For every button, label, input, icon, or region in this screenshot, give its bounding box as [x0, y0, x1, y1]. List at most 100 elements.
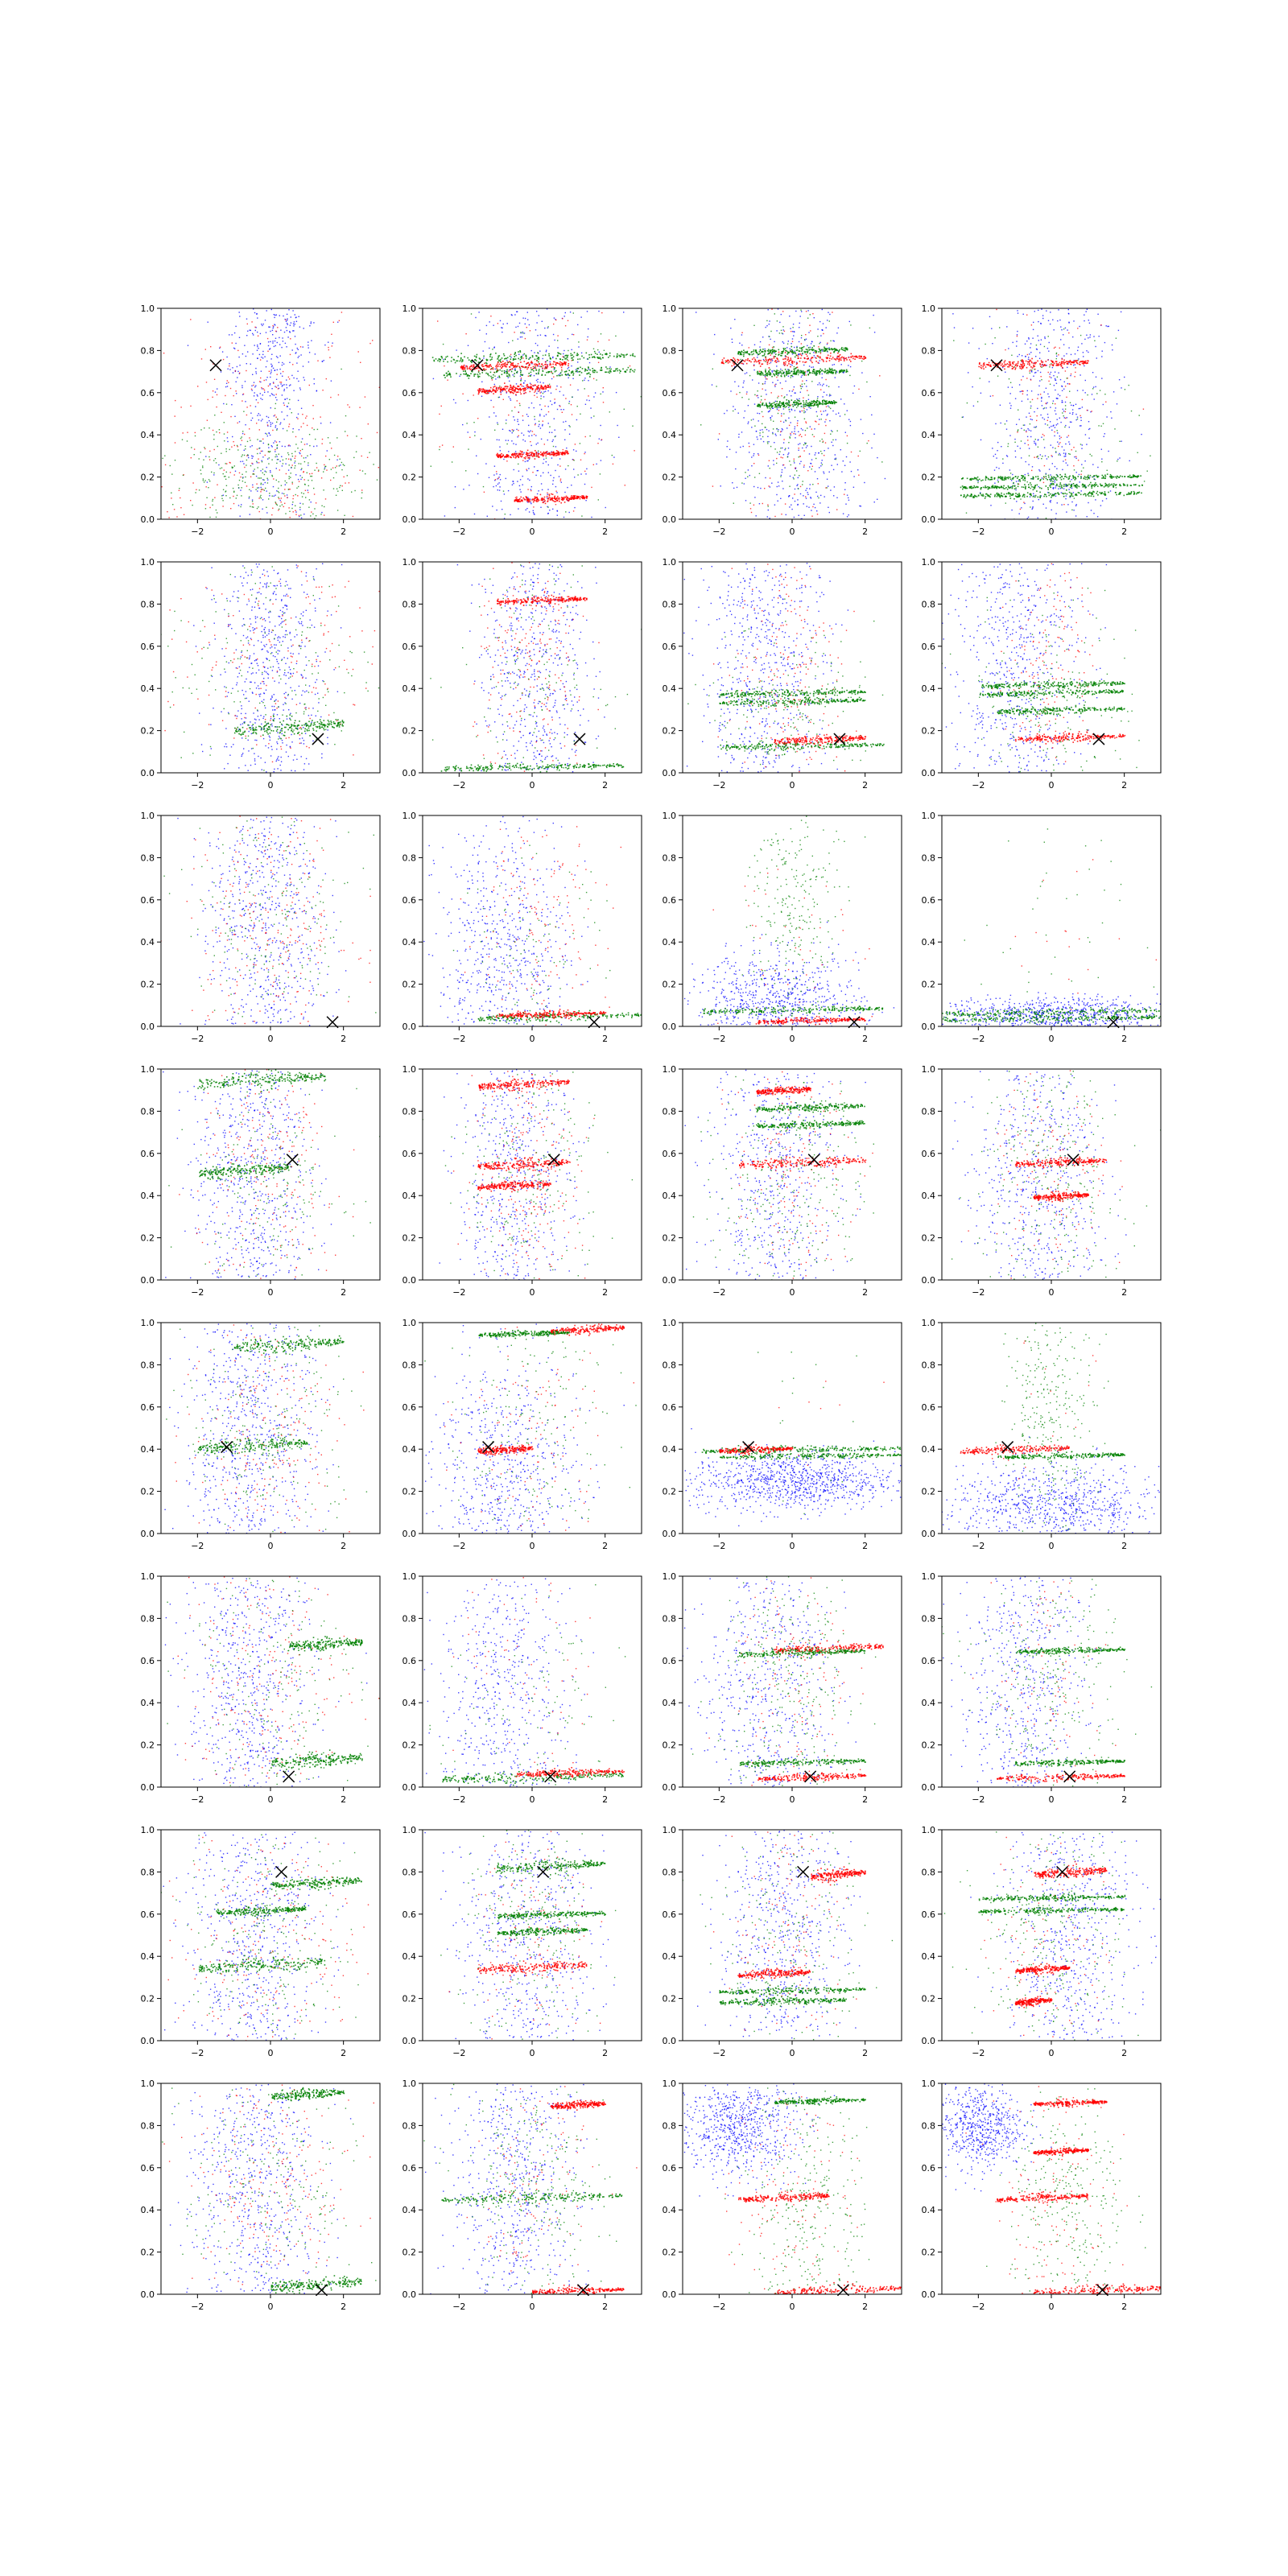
red-point — [268, 370, 270, 372]
green-stripe-point — [500, 358, 502, 361]
blue-point — [530, 489, 532, 490]
red-point — [338, 320, 341, 321]
blue-point — [731, 338, 733, 341]
green-stripe-point — [588, 354, 590, 356]
red-stripe-point — [799, 361, 801, 362]
red-point — [815, 421, 817, 423]
blue-point — [828, 347, 830, 349]
red-point — [249, 437, 250, 439]
red-point — [302, 414, 303, 415]
green-point — [417, 422, 418, 423]
red-stripe-point — [519, 501, 522, 502]
red-stripe-point — [503, 388, 506, 390]
green-stripe-point — [797, 399, 799, 401]
blue-point — [264, 391, 266, 393]
blue-point — [864, 481, 865, 484]
green-stripe-point — [493, 371, 496, 374]
blue-point — [572, 459, 574, 460]
green-stripe-point — [608, 357, 609, 358]
blue-point — [802, 386, 803, 387]
green-point — [277, 490, 279, 493]
blue-point — [514, 451, 517, 452]
red-stripe-point — [510, 386, 511, 389]
blue-point — [1090, 411, 1092, 413]
green-stripe-point — [832, 349, 833, 350]
green-point — [387, 482, 388, 483]
green-point — [793, 478, 795, 480]
red-point — [557, 335, 559, 336]
red-point — [210, 346, 212, 348]
red-stripe-point — [837, 355, 840, 357]
blue-point — [286, 346, 287, 348]
red-stripe-point — [561, 497, 563, 498]
x-marker — [731, 359, 744, 372]
green-stripe-point — [757, 373, 759, 375]
green-point — [225, 463, 226, 464]
blue-point — [560, 481, 562, 483]
green-stripe-point — [475, 357, 477, 358]
green-point — [222, 489, 225, 490]
red-stripe-point — [788, 360, 791, 362]
blue-point — [550, 400, 551, 402]
red-stripe-point — [571, 497, 573, 498]
green-stripe-point — [783, 375, 786, 378]
green-stripe-point — [457, 356, 459, 357]
green-point — [283, 493, 285, 495]
y-tick-label: 1.0 — [663, 303, 677, 314]
red-point — [533, 433, 535, 436]
blue-point — [559, 390, 561, 393]
red-stripe-point — [549, 452, 551, 455]
green-stripe-point — [803, 370, 804, 372]
x-tick-label: 0 — [268, 526, 274, 537]
green-point — [769, 336, 770, 337]
green-stripe-point — [845, 371, 847, 373]
green-stripe-point — [767, 372, 769, 374]
red-stripe-point — [543, 452, 545, 454]
blue-point — [244, 381, 246, 382]
red-stripe-point — [562, 454, 564, 456]
green-stripe-point — [594, 357, 596, 358]
red-stripe-point — [821, 358, 823, 361]
red-stripe-point — [488, 366, 490, 368]
green-stripe-point — [565, 370, 567, 373]
green-stripe-point — [600, 369, 601, 371]
green-stripe-point — [484, 369, 485, 371]
green-stripe-point — [795, 402, 798, 404]
red-stripe-point — [747, 357, 749, 360]
green-stripe-point — [495, 353, 497, 354]
red-point — [522, 415, 524, 417]
red-point — [519, 391, 521, 393]
blue-point — [252, 332, 254, 335]
red-stripe-point — [838, 355, 840, 357]
blue-point — [275, 378, 278, 380]
green-point — [208, 479, 210, 481]
green-point — [268, 457, 270, 459]
red-stripe-point — [517, 454, 519, 456]
blue-point — [782, 429, 783, 431]
green-stripe-point — [783, 349, 785, 351]
green-stripe-point — [828, 401, 830, 402]
red-stripe-point — [525, 496, 527, 497]
blue-point — [314, 353, 316, 355]
blue-point — [539, 334, 542, 336]
green-point — [762, 431, 764, 433]
green-point — [811, 434, 814, 436]
red-stripe-point — [512, 364, 514, 365]
green-point — [309, 444, 311, 447]
red-stripe-point — [518, 389, 520, 391]
green-stripe-point — [564, 371, 566, 373]
blue-point — [267, 416, 270, 419]
green-point — [325, 465, 327, 468]
blue-point — [824, 496, 825, 497]
red-point — [514, 497, 517, 498]
green-stripe-point — [498, 359, 500, 361]
red-stripe-point — [860, 357, 862, 359]
green-stripe-point — [605, 353, 606, 355]
blue-point — [602, 391, 604, 393]
red-stripe-point — [501, 452, 502, 455]
blue-point — [285, 320, 287, 322]
red-stripe-point — [553, 452, 555, 454]
green-stripe-point — [512, 358, 514, 360]
red-stripe-point — [544, 361, 547, 363]
blue-point — [273, 326, 275, 328]
